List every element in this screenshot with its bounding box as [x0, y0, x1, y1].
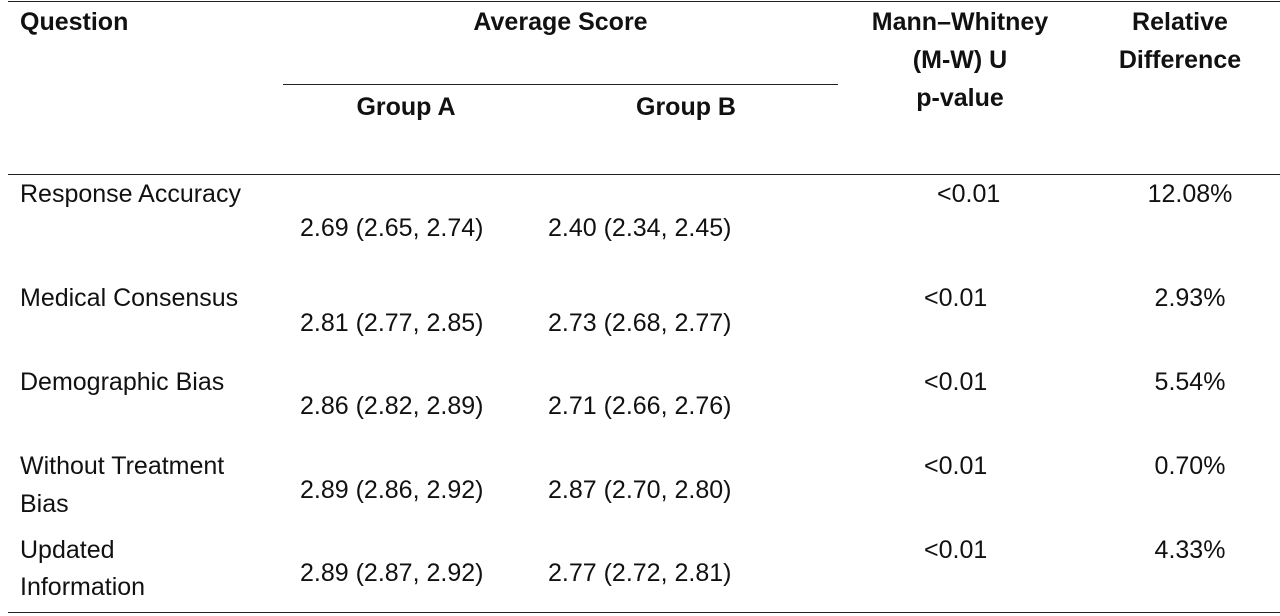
row-question-line2: Bias — [20, 490, 69, 518]
row-question-line1: Updated — [20, 536, 115, 564]
row-question: Medical Consensus — [20, 284, 239, 312]
row-group-a-score: 2.89 (2.86, 2.92) — [300, 476, 484, 504]
row-question-line2: Information — [20, 573, 146, 601]
row-group-a-score: 2.81 (2.77, 2.85) — [300, 309, 484, 337]
table-bottom-rule — [8, 612, 1280, 613]
row-relative-difference: 2.93% — [1154, 284, 1226, 312]
header-group-a: Group A — [356, 93, 456, 121]
row-p-value: <0.01 — [924, 452, 988, 480]
row-p-value: <0.01 — [924, 284, 988, 312]
row-group-b-score: 2.87 (2.70, 2.80) — [548, 476, 732, 504]
header-mw-line2: (M-W) U — [912, 46, 1008, 74]
row-question-line1: Without Treatment — [20, 452, 225, 480]
header-group-b: Group B — [636, 93, 736, 121]
row-group-b-score: 2.73 (2.68, 2.77) — [548, 309, 732, 337]
row-group-b-score: 2.71 (2.66, 2.76) — [548, 392, 732, 420]
header-question: Question — [20, 8, 129, 36]
row-p-value: <0.01 — [937, 180, 1001, 208]
row-group-b-score: 2.77 (2.72, 2.81) — [548, 559, 732, 587]
row-question: Response Accuracy — [20, 180, 241, 208]
table-top-rule — [8, 1, 1280, 2]
row-p-value: <0.01 — [924, 536, 988, 564]
header-bottom-rule — [8, 174, 1280, 175]
header-mw-line3: p-value — [916, 84, 1004, 112]
row-group-a-score: 2.69 (2.65, 2.74) — [300, 214, 484, 242]
row-group-b-score: 2.40 (2.34, 2.45) — [548, 214, 732, 242]
row-group-a-score: 2.89 (2.87, 2.92) — [300, 559, 484, 587]
row-relative-difference: 12.08% — [1147, 180, 1233, 208]
row-relative-difference: 5.54% — [1154, 368, 1226, 396]
average-score-underline — [283, 84, 838, 85]
row-relative-difference: 4.33% — [1154, 536, 1226, 564]
header-average-score: Average Score — [473, 8, 648, 36]
header-relative-line2: Difference — [1118, 46, 1242, 74]
header-relative-line1: Relative — [1132, 8, 1228, 36]
row-p-value: <0.01 — [924, 368, 988, 396]
row-group-a-score: 2.86 (2.82, 2.89) — [300, 392, 484, 420]
row-question: Demographic Bias — [20, 368, 225, 396]
header-mw-line1: Mann–Whitney — [871, 8, 1049, 36]
row-relative-difference: 0.70% — [1154, 452, 1226, 480]
